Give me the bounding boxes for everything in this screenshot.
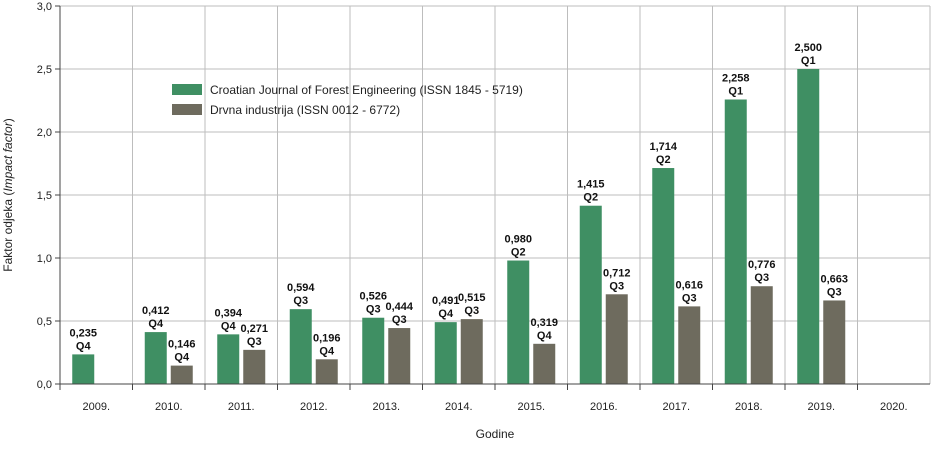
bar-quartile-label: Q3 <box>827 286 842 298</box>
bar-value-label: 0,594 <box>287 282 315 294</box>
x-tick-label: 2017. <box>662 401 690 413</box>
x-tick-label: 2009. <box>82 401 110 413</box>
bar-drvna <box>605 294 628 384</box>
legend-label: Drvna industrija (ISSN 0012 - 6772) <box>210 103 400 117</box>
y-tick-label: 1,0 <box>37 253 52 265</box>
bar-value-label: 0,515 <box>458 292 486 304</box>
y-axis-title-suffix: ) <box>1 118 15 122</box>
bar-quartile-label: Q3 <box>609 280 624 292</box>
bar-quartile-label: Q3 <box>392 314 407 326</box>
bar-quartile-label: Q3 <box>293 295 308 307</box>
bar-drvna <box>533 343 556 384</box>
legend-swatch <box>172 84 202 95</box>
y-axis-title-prefix: Faktor odjeka ( <box>1 192 15 272</box>
bar-drvna <box>750 286 773 384</box>
bar-quartile-label: Q3 <box>754 272 769 284</box>
x-tick-label: 2013. <box>372 401 400 413</box>
x-tick-label: 2018. <box>735 401 763 413</box>
bar-drvna <box>388 328 411 384</box>
y-axis-title: Faktor odjeka (Impact factor) <box>1 118 15 271</box>
bar-quartile-label: Q3 <box>682 292 697 304</box>
bar-cjfe <box>507 260 530 384</box>
x-tick-label: 2019. <box>807 401 835 413</box>
y-tick-label: 0,0 <box>37 379 52 391</box>
bar-value-label: 0,491 <box>432 295 460 307</box>
bar-cjfe <box>362 317 385 384</box>
bar-quartile-label: Q4 <box>319 345 335 357</box>
bar-value-label: 0,776 <box>748 259 776 271</box>
y-axis-title-italic: Impact factor <box>1 121 15 191</box>
bar-value-label: 1,415 <box>577 179 605 191</box>
bar-value-label: 2,258 <box>722 72 750 84</box>
bar-drvna <box>460 319 483 384</box>
bar-value-label: 0,526 <box>359 291 387 303</box>
x-tick-label: 2016. <box>590 401 618 413</box>
bar-quartile-label: Q4 <box>221 320 237 332</box>
bar-quartile-label: Q4 <box>76 340 92 352</box>
grid <box>60 5 931 384</box>
y-tick-label: 2,5 <box>37 64 52 76</box>
bar-quartile-label: Q3 <box>366 304 381 316</box>
bar-quartile-label: Q2 <box>583 192 598 204</box>
bar-drvna <box>823 300 846 384</box>
bar-value-label: 0,412 <box>142 305 170 317</box>
x-tick-label: 2020. <box>880 401 908 413</box>
x-axis-title: Godine <box>476 427 515 441</box>
y-tick-label: 0,5 <box>37 316 52 328</box>
bar-drvna <box>678 306 701 384</box>
bar-cjfe <box>144 332 167 384</box>
bar-cjfe <box>797 69 820 384</box>
bar-value-label: 0,394 <box>214 307 242 319</box>
bar-value-label: 0,663 <box>820 273 848 285</box>
axes: 0,0 0,5 1,0 1,5 2,0 2,5 3,0 2009. 2010. 2011. 2012… <box>37 1 930 413</box>
y-tick-label: 1,5 <box>37 190 52 202</box>
bar-value-label: 2,500 <box>794 42 822 54</box>
bars <box>72 69 846 384</box>
bar-value-label: 0,235 <box>69 327 97 339</box>
x-tick-label: 2011. <box>228 401 255 413</box>
bar-cjfe <box>652 168 675 384</box>
bar-cjfe <box>289 309 312 384</box>
bar-quartile-label: Q1 <box>801 55 816 67</box>
bar-quartile-label: Q4 <box>174 352 190 364</box>
bar-quartile-label: Q3 <box>247 336 262 348</box>
bar-value-label: 0,444 <box>385 301 413 313</box>
bar-value-label: 0,319 <box>530 317 558 329</box>
legend: Croatian Journal of Forest Engineering (… <box>172 83 523 117</box>
x-tick-label: 2015. <box>517 401 545 413</box>
bar-quartile-label: Q4 <box>438 308 454 320</box>
bar-cjfe <box>72 354 95 384</box>
bar-quartile-label: Q2 <box>511 247 526 259</box>
bar-drvna <box>243 349 266 384</box>
bar-quartile-label: Q4 <box>537 330 553 342</box>
x-tick-label: 2012. <box>300 401 328 413</box>
bar-cjfe <box>434 322 457 384</box>
bar-drvna <box>170 365 193 384</box>
y-tick-label: 2,0 <box>37 127 52 139</box>
bar-cjfe <box>724 99 747 384</box>
bar-drvna <box>315 359 338 384</box>
bar-quartile-label: Q1 <box>728 85 743 97</box>
bar-value-label: 0,196 <box>313 332 341 344</box>
bar-cjfe <box>217 334 240 384</box>
bar-value-label: 1,714 <box>649 141 677 153</box>
bar-value-label: 0,146 <box>168 339 196 351</box>
bar-quartile-label: Q2 <box>656 154 671 166</box>
bar-cjfe <box>579 205 602 384</box>
bar-value-label: 0,616 <box>675 279 703 291</box>
bar-quartile-label: Q3 <box>464 305 479 317</box>
bar-value-label: 0,712 <box>603 267 631 279</box>
bar-value-label: 0,271 <box>240 323 268 335</box>
x-tick-label: 2014. <box>445 401 473 413</box>
bar-quartile-label: Q4 <box>148 318 164 330</box>
legend-swatch <box>172 104 202 115</box>
legend-label: Croatian Journal of Forest Engineering (… <box>210 83 523 97</box>
y-tick-label: 3,0 <box>37 1 52 13</box>
x-tick-label: 2010. <box>155 401 183 413</box>
bar-value-label: 0,980 <box>504 234 532 246</box>
